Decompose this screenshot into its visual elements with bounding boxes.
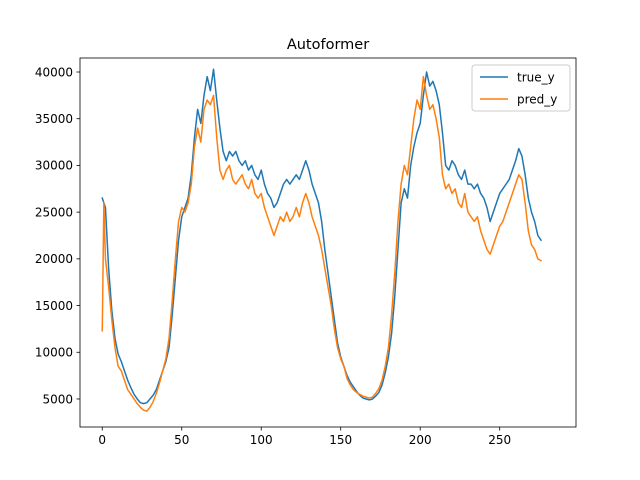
y-tick-label: 20000	[35, 252, 73, 266]
x-tick-label: 50	[174, 433, 189, 447]
series-line-pred-y	[101, 75, 543, 412]
legend-label-true-y: true_y	[517, 70, 555, 84]
y-tick-label: 35000	[35, 112, 73, 126]
legend: true_y pred_y	[471, 64, 571, 112]
chart-title: Autoformer	[287, 37, 369, 53]
x-tick-label: 250	[488, 433, 511, 447]
series-line-true-y	[101, 68, 543, 405]
y-tick-label: 5000	[42, 392, 73, 406]
x-tick-label: 0	[98, 433, 106, 447]
plot-area: 0 50 100 150 200 250 5000 10000 15000 20000 25000 3…	[35, 57, 577, 447]
y-tick-label: 30000	[35, 159, 73, 173]
legend-label-pred-y: pred_y	[517, 92, 557, 106]
axes-frame	[79, 57, 577, 428]
y-tick-label: 15000	[35, 299, 73, 313]
x-tick-label: 200	[409, 433, 432, 447]
y-tick-label: 25000	[35, 205, 73, 219]
x-tick-label: 150	[329, 433, 352, 447]
x-tick-label: 100	[250, 433, 273, 447]
y-tick-label: 10000	[35, 346, 73, 360]
y-tick-label: 40000	[35, 65, 73, 79]
